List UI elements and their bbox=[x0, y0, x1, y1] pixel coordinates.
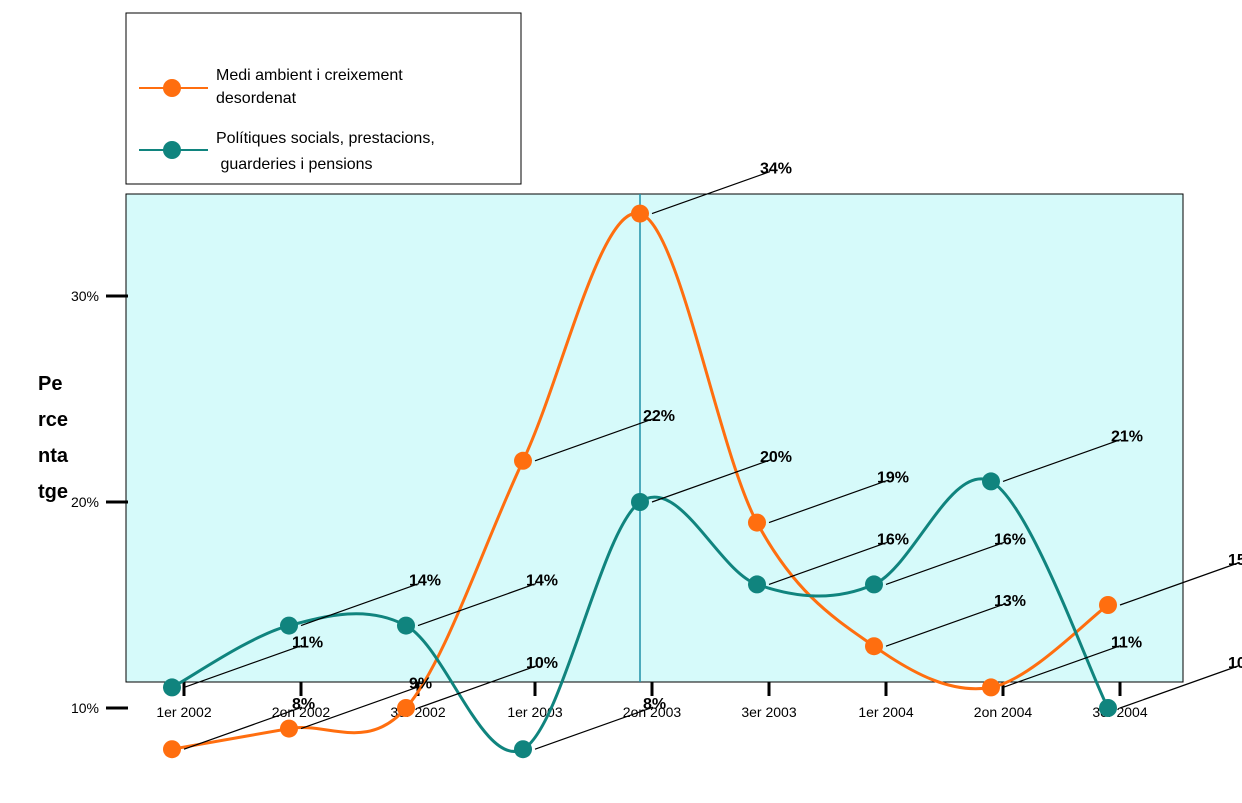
data-label-layer: 8% 9% 10% 22% 34% 19% 13% 11% 15% 11% 14% 14% 8% 20% 1… bbox=[183, 161, 1242, 750]
x-tick-label: 2on 2003 bbox=[623, 704, 682, 720]
data-label: 14% bbox=[409, 573, 441, 590]
data-label-leader bbox=[417, 665, 537, 709]
data-label: 16% bbox=[994, 531, 1026, 548]
data-label-leader bbox=[534, 706, 654, 750]
series-2-marker bbox=[865, 575, 883, 594]
data-label: 13% bbox=[994, 593, 1026, 610]
data-label-leader bbox=[183, 644, 303, 688]
y-axis: 10% 20% 30% bbox=[71, 288, 128, 716]
series-2-marker bbox=[631, 493, 649, 511]
data-label: 19% bbox=[877, 470, 909, 487]
series-2-marker bbox=[748, 575, 766, 594]
series-2-marker bbox=[163, 678, 181, 697]
plot-area bbox=[125, 193, 1184, 683]
data-label-leader bbox=[885, 603, 1005, 647]
data-label: 11% bbox=[292, 634, 323, 651]
y-tick-label: 10% bbox=[71, 700, 99, 716]
data-label-leader bbox=[183, 706, 303, 750]
data-label: 8% bbox=[292, 696, 315, 713]
y-axis-title-line-3: nta bbox=[38, 445, 69, 467]
legend-entry-2: Polítiques socials, prestacions, guarder… bbox=[139, 130, 435, 173]
legend-swatch-marker-2 bbox=[163, 141, 181, 159]
data-label: 16% bbox=[877, 531, 909, 548]
legend-label-1b: desordenat bbox=[216, 90, 297, 107]
y-axis-title-line-1: Pe bbox=[38, 373, 62, 395]
data-label: 22% bbox=[643, 408, 675, 425]
data-label: 11% bbox=[1111, 634, 1142, 651]
y-axis-title: Pe rce nta tge bbox=[38, 373, 69, 503]
legend-label-2b: guarderies i pensions bbox=[216, 156, 373, 173]
data-label-leader bbox=[1119, 665, 1239, 709]
series-2-marker bbox=[982, 472, 1000, 491]
legend-label-1a: Medi ambient i creixement bbox=[216, 67, 403, 84]
data-label: 14% bbox=[526, 573, 558, 590]
data-label-leader bbox=[534, 418, 654, 462]
series-1-marker bbox=[748, 513, 766, 532]
x-tick-label: 3er 2003 bbox=[741, 704, 796, 720]
data-label-leader bbox=[651, 171, 771, 215]
y-axis-title-line-4: tge bbox=[38, 481, 68, 503]
x-tick-label: 1er 2003 bbox=[507, 704, 562, 720]
legend-entry-1: Medi ambient i creixement desordenat bbox=[139, 67, 403, 107]
series-2-marker bbox=[1099, 699, 1117, 717]
series-1-marker bbox=[514, 451, 532, 470]
series-1-marker bbox=[865, 637, 883, 656]
data-label-leader bbox=[885, 541, 1005, 585]
series-1-marker bbox=[163, 740, 181, 759]
series-1-marker bbox=[1099, 596, 1117, 614]
y-tick-label: 30% bbox=[71, 288, 99, 304]
data-label: 9% bbox=[409, 676, 432, 693]
series-2-marker bbox=[514, 740, 532, 759]
x-tick-label: 1er 2002 bbox=[156, 704, 211, 720]
data-label-leader bbox=[768, 480, 888, 524]
series-1-marker bbox=[397, 699, 415, 717]
x-tick-label: 2on 2004 bbox=[974, 704, 1033, 720]
data-label-leader bbox=[300, 583, 420, 627]
data-label: 15% bbox=[1228, 552, 1242, 569]
series-1-marker bbox=[982, 678, 1000, 697]
series-layer bbox=[163, 204, 1117, 759]
data-label: 20% bbox=[760, 449, 792, 466]
series-2-marker bbox=[397, 616, 415, 635]
series-1-marker bbox=[280, 719, 298, 738]
legend-label-2a: Polítiques socials, prestacions, bbox=[216, 130, 435, 147]
data-label-leader bbox=[651, 459, 771, 503]
data-label-leader bbox=[1119, 562, 1239, 606]
data-label: 10% bbox=[1228, 655, 1242, 672]
data-label-leader bbox=[300, 686, 420, 730]
data-label-leader bbox=[417, 583, 537, 627]
y-tick-label: 20% bbox=[71, 494, 99, 510]
data-label: 10% bbox=[526, 655, 558, 672]
y-axis-title-line-2: rce bbox=[38, 409, 68, 431]
x-tick-label: 2on 2002 bbox=[272, 704, 331, 720]
data-label: 34% bbox=[760, 161, 792, 178]
data-label-leader bbox=[1002, 644, 1122, 688]
legend-box bbox=[125, 12, 522, 185]
series-1-marker bbox=[631, 204, 649, 223]
series-2-marker bbox=[280, 616, 298, 635]
x-tick-label: 1er 2004 bbox=[858, 704, 913, 720]
legend-swatch-marker-1 bbox=[163, 79, 181, 97]
data-label: 21% bbox=[1111, 428, 1143, 445]
data-label-leader bbox=[1002, 438, 1122, 482]
data-label-leader bbox=[768, 541, 888, 585]
data-label: 8% bbox=[643, 696, 666, 713]
